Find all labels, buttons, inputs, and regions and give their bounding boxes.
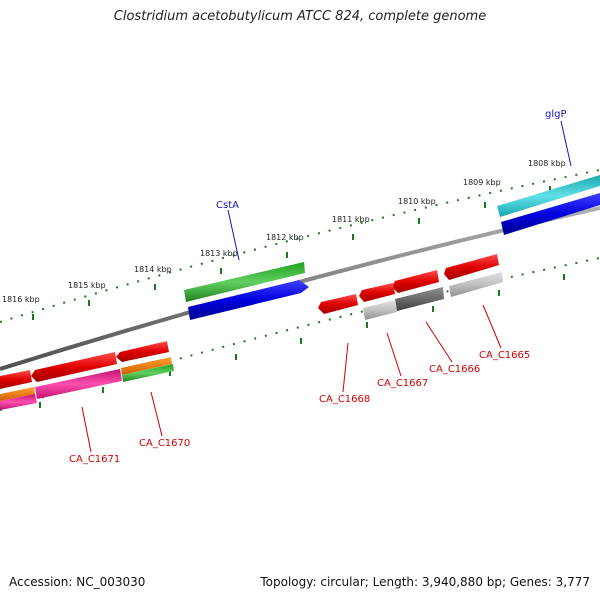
gene-glgp-cyan[interactable] — [497, 175, 600, 217]
gene-left-edge-orange[interactable] — [0, 387, 35, 401]
gene-labels: glgP CstA CA_C1665 CA_C1666 CA_C1667 CA_… — [69, 109, 567, 465]
gene-ca1667-gray[interactable] — [363, 300, 397, 320]
scale-labels: 1808 kbp 1809 kbp 1810 kbp 1811 kbp 1812… — [2, 159, 566, 304]
outer-major-ticks — [32, 186, 551, 320]
gene-csta-blue[interactable] — [188, 280, 309, 320]
reverse-genes — [0, 254, 503, 410]
gene-glgp-blue[interactable] — [501, 193, 600, 235]
scale-label: 1810 kbp — [398, 197, 436, 206]
gene-csta-green[interactable] — [184, 262, 305, 302]
gene-label-ca-c1665[interactable]: CA_C1665 — [479, 350, 530, 361]
gene-label-ca-c1670[interactable]: CA_C1670 — [139, 438, 190, 449]
accession-text: Accession: NC_003030 — [9, 575, 146, 589]
gene-ca1666-gray[interactable] — [395, 287, 444, 311]
scale-label: 1813 kbp — [200, 249, 238, 258]
gene-ca1670-red[interactable] — [116, 341, 169, 362]
scale-label: 1809 kbp — [463, 178, 501, 187]
gene-ca1665-gray[interactable] — [449, 272, 503, 297]
gene-label-ca-c1667[interactable]: CA_C1667 — [377, 378, 428, 389]
gene-ca1666-red[interactable] — [392, 270, 439, 293]
outer-tick-track — [0, 169, 600, 323]
gene-label-ca-c1666[interactable]: CA_C1666 — [429, 364, 480, 375]
gene-label-ca-c1671[interactable]: CA_C1671 — [69, 454, 120, 465]
forward-genes — [184, 175, 600, 320]
gene-ca1667-red[interactable] — [359, 283, 395, 302]
gene-ca1670-green[interactable] — [122, 364, 174, 382]
scale-label: 1812 kbp — [266, 233, 304, 242]
gene-label-ca-c1668[interactable]: CA_C1668 — [319, 394, 370, 405]
inner-major-ticks — [39, 274, 565, 408]
gene-left-edge-red[interactable] — [0, 370, 32, 389]
scale-label: 1815 kbp — [68, 281, 106, 290]
gene-label-glgp[interactable]: glgP — [545, 109, 567, 120]
gene-ca1668-red[interactable] — [318, 294, 358, 314]
gene-ca1670-orange[interactable] — [121, 357, 172, 375]
gene-label-csta[interactable]: CstA — [216, 200, 239, 211]
scale-label: 1814 kbp — [134, 265, 172, 274]
scale-label: 1816 kbp — [2, 295, 40, 304]
gene-left-edge-magenta[interactable] — [0, 394, 37, 410]
gene-ca1671-red[interactable] — [31, 352, 117, 382]
scale-label: 1808 kbp — [528, 159, 566, 168]
gene-ca1665-red[interactable] — [444, 254, 499, 280]
scale-label: 1811 kbp — [332, 215, 370, 224]
genome-summary-text: Topology: circular; Length: 3,940,880 bp… — [260, 575, 590, 589]
map-title: Clostridium acetobutylicum ATCC 824, com… — [113, 9, 487, 24]
leader-lines — [81, 120, 572, 453]
gene-ca1671-magenta[interactable] — [35, 369, 122, 399]
